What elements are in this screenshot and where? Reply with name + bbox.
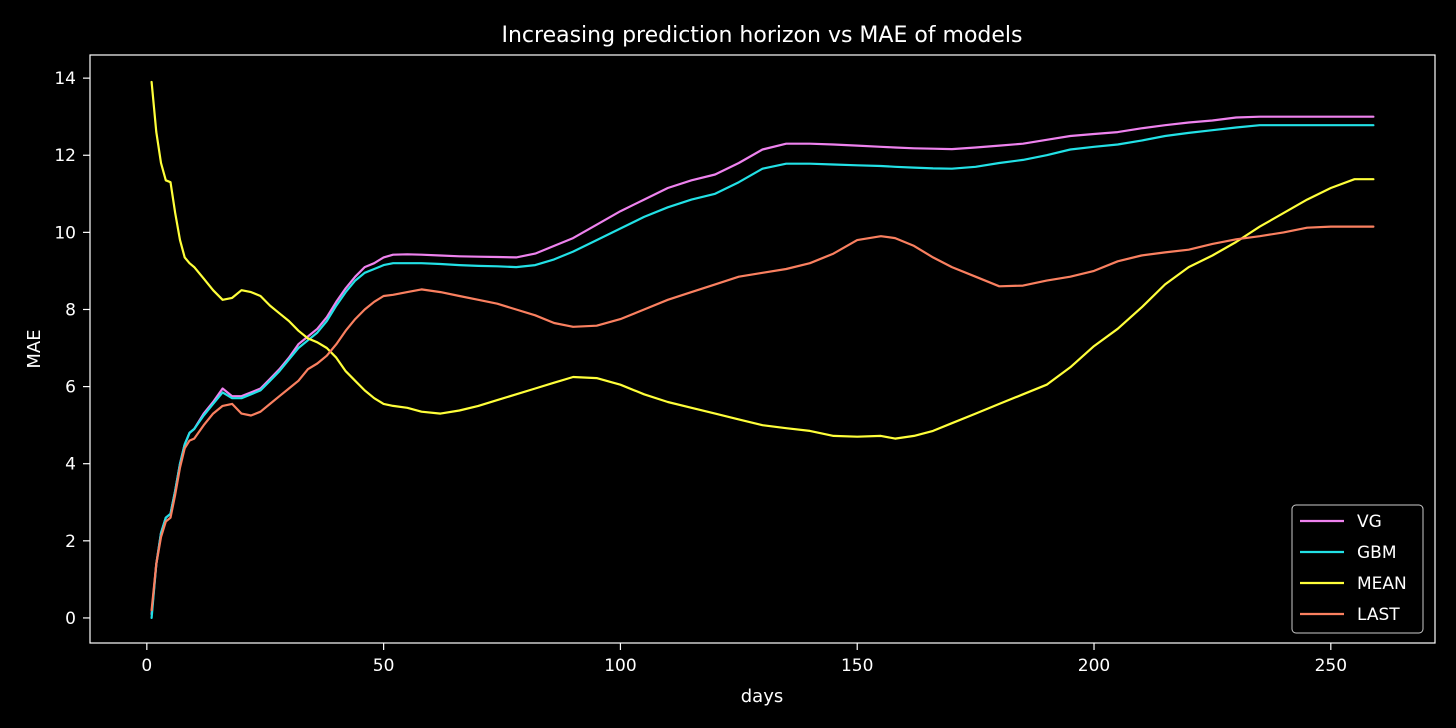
series-line-mean xyxy=(150,80,1375,440)
x-tick-label: 200 xyxy=(1078,656,1110,676)
y-tick-label: 0 xyxy=(65,609,76,629)
plot-area-frame xyxy=(89,54,1436,644)
y-tick-label: 14 xyxy=(54,69,76,89)
legend-label-mean: MEAN xyxy=(1357,574,1407,594)
y-tick-label: 2 xyxy=(65,532,76,552)
legend-label-gbm: GBM xyxy=(1357,543,1397,563)
y-axis-label: MAE xyxy=(24,329,45,368)
series-line-gbm xyxy=(150,124,1375,620)
y-tick-label: 10 xyxy=(54,223,76,243)
x-tick-label: 150 xyxy=(841,656,873,676)
y-tick-label: 12 xyxy=(54,146,76,166)
chart-title: Increasing prediction horizon vs MAE of … xyxy=(501,23,1022,48)
legend: VG GBM MEAN LAST xyxy=(1291,504,1424,634)
y-tick-label: 4 xyxy=(65,455,76,475)
legend-label-last: LAST xyxy=(1357,605,1400,625)
series-lines xyxy=(150,80,1375,620)
x-tick-label: 50 xyxy=(373,656,395,676)
legend-box xyxy=(1291,504,1424,634)
x-axis-label: days xyxy=(741,686,784,707)
y-axis: 0 2 4 6 8 10 12 14 xyxy=(54,69,90,629)
series-line-last xyxy=(150,225,1375,612)
series-line-vg xyxy=(150,115,1375,616)
y-tick-label: 8 xyxy=(65,300,76,320)
legend-label-vg: VG xyxy=(1357,512,1382,532)
x-tick-label: 0 xyxy=(141,656,152,676)
x-tick-label: 250 xyxy=(1315,656,1347,676)
x-tick-label: 100 xyxy=(604,656,636,676)
x-axis: 0 50 100 150 200 250 xyxy=(141,643,1347,676)
y-tick-label: 6 xyxy=(65,378,76,398)
